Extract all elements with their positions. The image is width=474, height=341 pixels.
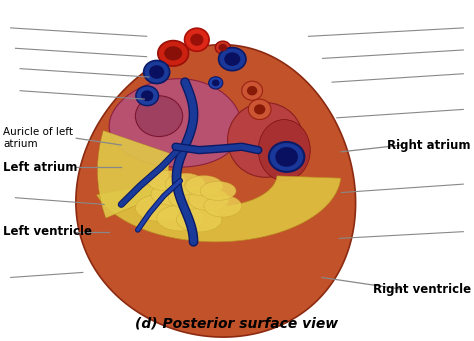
Ellipse shape [212,79,219,86]
Text: (d) Posterior surface view: (d) Posterior surface view [136,317,338,331]
Text: Left atrium: Left atrium [3,161,77,174]
Ellipse shape [158,41,189,66]
Ellipse shape [215,41,230,54]
Ellipse shape [151,183,191,205]
Ellipse shape [242,81,263,100]
Ellipse shape [185,176,223,196]
Ellipse shape [184,28,209,51]
Ellipse shape [224,52,240,66]
Text: Left ventricle: Left ventricle [3,225,92,238]
Ellipse shape [219,47,246,71]
Ellipse shape [190,34,203,46]
Ellipse shape [176,208,222,232]
Ellipse shape [156,205,204,231]
Ellipse shape [136,194,187,221]
Ellipse shape [147,170,185,191]
Ellipse shape [188,188,229,211]
Polygon shape [97,176,341,242]
Ellipse shape [164,46,182,60]
Ellipse shape [149,65,164,79]
Ellipse shape [269,142,304,172]
Ellipse shape [219,44,227,51]
Ellipse shape [247,86,257,95]
Ellipse shape [204,195,242,217]
Ellipse shape [141,90,154,101]
Polygon shape [98,131,172,218]
Ellipse shape [136,86,158,106]
Ellipse shape [136,96,182,136]
Ellipse shape [165,173,205,195]
Ellipse shape [248,99,271,120]
Ellipse shape [275,147,298,167]
Ellipse shape [144,60,170,84]
Ellipse shape [254,104,265,115]
Polygon shape [109,79,242,167]
Ellipse shape [258,120,310,181]
Ellipse shape [200,181,236,201]
Text: Right atrium: Right atrium [387,138,471,151]
Text: Right ventricle: Right ventricle [373,283,471,296]
Polygon shape [76,45,356,337]
Ellipse shape [209,77,223,89]
Text: Auricle of left
atrium: Auricle of left atrium [3,128,73,149]
Ellipse shape [228,103,303,177]
Ellipse shape [168,186,211,209]
